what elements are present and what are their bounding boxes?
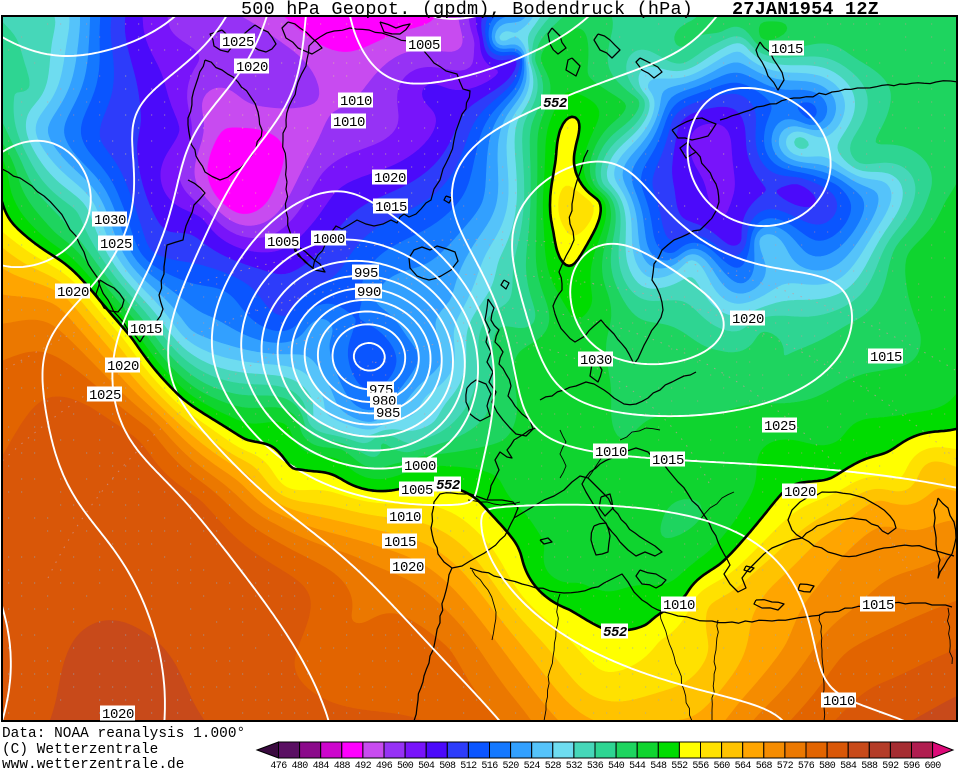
- svg-text:1005: 1005: [267, 235, 299, 251]
- svg-text:990: 990: [357, 285, 381, 301]
- svg-text:1015: 1015: [130, 322, 162, 338]
- svg-text:588: 588: [861, 761, 878, 770]
- svg-text:1025: 1025: [222, 35, 254, 51]
- svg-text:476: 476: [270, 761, 287, 770]
- svg-text:1020: 1020: [374, 171, 406, 187]
- svg-text:Data: NOAA reanalysis 1.000°: Data: NOAA reanalysis 1.000°: [2, 726, 245, 742]
- svg-text:1025: 1025: [764, 419, 796, 435]
- svg-text:580: 580: [819, 761, 836, 770]
- svg-text:592: 592: [882, 761, 899, 770]
- svg-text:544: 544: [629, 761, 646, 770]
- svg-text:596: 596: [903, 761, 920, 770]
- svg-text:1025: 1025: [100, 237, 132, 253]
- svg-text:496: 496: [376, 761, 393, 770]
- svg-text:985: 985: [376, 406, 400, 422]
- svg-text:1020: 1020: [236, 60, 268, 76]
- svg-text:532: 532: [566, 761, 583, 770]
- svg-text:560: 560: [713, 761, 730, 770]
- svg-text:600: 600: [924, 761, 941, 770]
- svg-text:1010: 1010: [663, 598, 695, 614]
- svg-text:1015: 1015: [771, 42, 803, 58]
- svg-text:1005: 1005: [401, 483, 433, 499]
- svg-text:1015: 1015: [870, 350, 902, 366]
- svg-text:1000: 1000: [404, 459, 436, 475]
- svg-text:1005: 1005: [408, 38, 440, 54]
- svg-text:1015: 1015: [862, 598, 894, 614]
- svg-text:1000: 1000: [313, 232, 345, 248]
- svg-text:1010: 1010: [823, 694, 855, 710]
- svg-text:508: 508: [439, 761, 456, 770]
- svg-text:552: 552: [603, 626, 627, 641]
- svg-text:1030: 1030: [580, 353, 612, 369]
- svg-text:995: 995: [354, 266, 378, 282]
- svg-text:1015: 1015: [652, 453, 684, 469]
- svg-text:512: 512: [460, 761, 477, 770]
- svg-text:528: 528: [545, 761, 562, 770]
- svg-text:1015: 1015: [384, 535, 416, 551]
- svg-text:536: 536: [587, 761, 604, 770]
- svg-text:552: 552: [543, 97, 567, 112]
- svg-text:1030: 1030: [94, 213, 126, 229]
- svg-text:1015: 1015: [375, 200, 407, 216]
- svg-text:488: 488: [334, 761, 351, 770]
- svg-text:480: 480: [291, 761, 308, 770]
- svg-text:27JAN1954 12Z: 27JAN1954 12Z: [732, 0, 879, 20]
- svg-text:1025: 1025: [89, 388, 121, 404]
- svg-text:1020: 1020: [784, 485, 816, 501]
- svg-text:1010: 1010: [333, 115, 365, 131]
- svg-text:1010: 1010: [595, 445, 627, 461]
- svg-text:www.wetterzentrale.de: www.wetterzentrale.de: [2, 757, 184, 770]
- svg-text:576: 576: [798, 761, 815, 770]
- svg-text:1020: 1020: [107, 359, 139, 375]
- svg-text:1020: 1020: [732, 312, 764, 328]
- svg-text:1010: 1010: [389, 510, 421, 526]
- svg-text:548: 548: [650, 761, 667, 770]
- svg-text:1020: 1020: [102, 707, 134, 723]
- svg-text:524: 524: [524, 761, 541, 770]
- svg-text:520: 520: [502, 761, 519, 770]
- svg-text:568: 568: [756, 761, 773, 770]
- svg-text:516: 516: [481, 761, 498, 770]
- svg-text:500: 500: [397, 761, 414, 770]
- svg-text:572: 572: [777, 761, 794, 770]
- svg-text:484: 484: [313, 761, 330, 770]
- svg-text:552: 552: [671, 761, 688, 770]
- svg-text:1020: 1020: [57, 285, 89, 301]
- svg-text:552: 552: [436, 479, 460, 494]
- svg-text:1010: 1010: [340, 94, 372, 110]
- svg-text:584: 584: [840, 761, 857, 770]
- svg-text:556: 556: [692, 761, 709, 770]
- svg-text:540: 540: [608, 761, 625, 770]
- svg-text:492: 492: [355, 761, 372, 770]
- svg-text:504: 504: [418, 761, 435, 770]
- svg-text:(C) Wetterzentrale: (C) Wetterzentrale: [2, 742, 158, 758]
- svg-text:1020: 1020: [392, 560, 424, 576]
- svg-text:564: 564: [735, 761, 752, 770]
- svg-text:500 hPa Geopot. (gpdm), Bodend: 500 hPa Geopot. (gpdm), Bodendruck (hPa): [241, 0, 693, 20]
